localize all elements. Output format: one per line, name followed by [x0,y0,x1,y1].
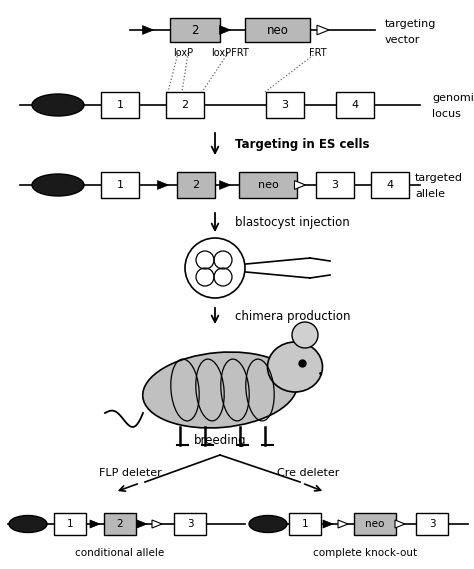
Ellipse shape [32,94,84,116]
Polygon shape [143,26,154,34]
Text: 3: 3 [187,519,193,529]
Polygon shape [323,520,333,528]
Bar [170,18,220,42]
Text: 2: 2 [182,100,189,110]
Text: blastocyst injection: blastocyst injection [235,216,350,229]
Ellipse shape [267,342,322,392]
Text: 2: 2 [191,23,199,36]
Text: conditional allele: conditional allele [75,548,164,558]
Bar [416,513,448,535]
Text: 3: 3 [331,180,338,190]
Ellipse shape [32,174,84,196]
Text: locus: locus [432,109,461,119]
Text: loxP: loxP [173,48,193,58]
Bar [166,92,204,118]
Ellipse shape [249,516,287,533]
Bar [289,513,321,535]
Text: 2: 2 [192,180,200,190]
Polygon shape [219,180,230,189]
Text: 4: 4 [351,100,358,110]
Text: 1: 1 [67,519,73,529]
Bar [104,513,136,535]
Text: 3: 3 [282,100,289,110]
Text: 2: 2 [117,519,123,529]
Text: Cre deleter: Cre deleter [277,468,339,478]
Text: 1: 1 [117,100,124,110]
Bar [174,513,206,535]
Text: targeted: targeted [415,173,463,183]
Text: complete knock-out: complete knock-out [313,548,417,558]
Polygon shape [219,26,230,34]
Bar [336,92,374,118]
Text: 1: 1 [301,519,308,529]
Text: Targeting in ES cells: Targeting in ES cells [235,138,370,150]
Bar [54,513,86,535]
Polygon shape [294,180,306,189]
Polygon shape [90,520,100,528]
Text: breeding: breeding [194,434,246,447]
Text: allele: allele [415,189,445,199]
Bar [246,18,310,42]
Bar [101,92,139,118]
Polygon shape [152,520,162,528]
Text: 3: 3 [428,519,435,529]
Bar [371,172,409,198]
Text: FLP deleter: FLP deleter [99,468,161,478]
Ellipse shape [143,352,297,428]
Text: chimera production: chimera production [235,310,350,323]
Bar [239,172,297,198]
Text: vector: vector [385,35,420,45]
Text: genomic: genomic [432,93,474,103]
Bar [266,92,304,118]
Text: 4: 4 [386,180,393,190]
Ellipse shape [292,322,318,348]
Bar [316,172,354,198]
Bar [177,172,215,198]
Bar [101,172,139,198]
Text: targeting: targeting [385,19,437,29]
Polygon shape [395,520,405,528]
Polygon shape [137,520,147,528]
Bar [354,513,396,535]
Text: loxPFRT: loxPFRT [211,48,249,58]
Polygon shape [338,520,348,528]
Text: 1: 1 [117,180,124,190]
Text: neo: neo [365,519,385,529]
Polygon shape [317,25,329,35]
Ellipse shape [9,516,47,533]
Text: neo: neo [267,23,289,36]
Text: neo: neo [258,180,278,190]
Text: FRT: FRT [309,48,327,58]
Polygon shape [157,180,168,189]
